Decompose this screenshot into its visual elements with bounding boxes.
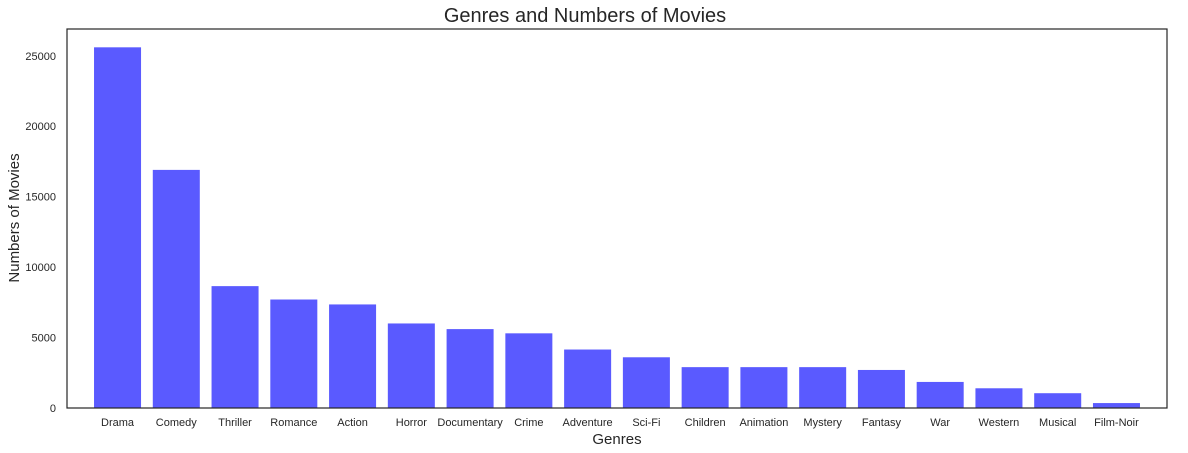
bar-children [681,367,729,408]
plot-frame [66,28,1168,409]
x-tick-label: Musical [1039,417,1076,429]
x-tick-label: Children [685,417,726,429]
y-tick-label: 10000 [25,262,56,274]
y-tick-label: 25000 [25,51,56,63]
x-tick-label: Mystery [803,417,842,429]
bar-war [916,381,964,408]
x-tick-label: Fantasy [862,417,902,429]
x-tick-label: Sci-Fi [632,417,660,429]
bar-mystery [799,367,847,408]
bar-horror [387,323,435,408]
x-tick-label: Animation [739,417,788,429]
x-tick-label: Film-Noir [1094,417,1139,429]
bar-documentary [446,329,494,408]
bar-action [329,304,377,408]
bar-thriller [211,286,259,408]
bars-group [94,47,1140,408]
x-tick-label: Drama [101,417,135,429]
bar-comedy [152,169,200,408]
y-tick-label: 5000 [32,333,56,345]
x-tick-label: Horror [396,417,428,429]
x-ticks-group: Drama Comedy Thriller Romance Action Horror Do… [101,417,1139,429]
bar-drama [94,47,142,408]
bar-film-noir [1092,403,1140,408]
y-ticks-group: 0 5000 10000 15000 20000 25000 [25,51,56,415]
y-tick-label: 20000 [25,121,56,133]
x-tick-label: Action [337,417,368,429]
bar-crime [505,333,553,408]
y-tick-label: 15000 [25,192,56,204]
bar-sci-fi [622,357,670,408]
y-tick-label: 0 [50,403,56,415]
bar-animation [740,367,788,408]
chart-title: Genres and Numbers of Movies [444,5,726,27]
x-tick-label: Adventure [563,417,613,429]
x-tick-label: Thriller [218,417,252,429]
y-axis-label: Numbers of Movies [6,153,23,282]
bar-musical [1034,393,1082,408]
x-tick-label: Romance [270,417,317,429]
bar-adventure [564,349,612,408]
x-axis-label: Genres [592,431,641,448]
x-tick-label: Comedy [156,417,197,429]
bar-fantasy [857,369,905,408]
bar-romance [270,299,318,408]
x-tick-label: War [930,417,950,429]
x-tick-label: Western [979,417,1020,429]
x-tick-label: Crime [514,417,543,429]
bar-western [975,388,1023,408]
x-tick-label: Documentary [437,417,503,429]
